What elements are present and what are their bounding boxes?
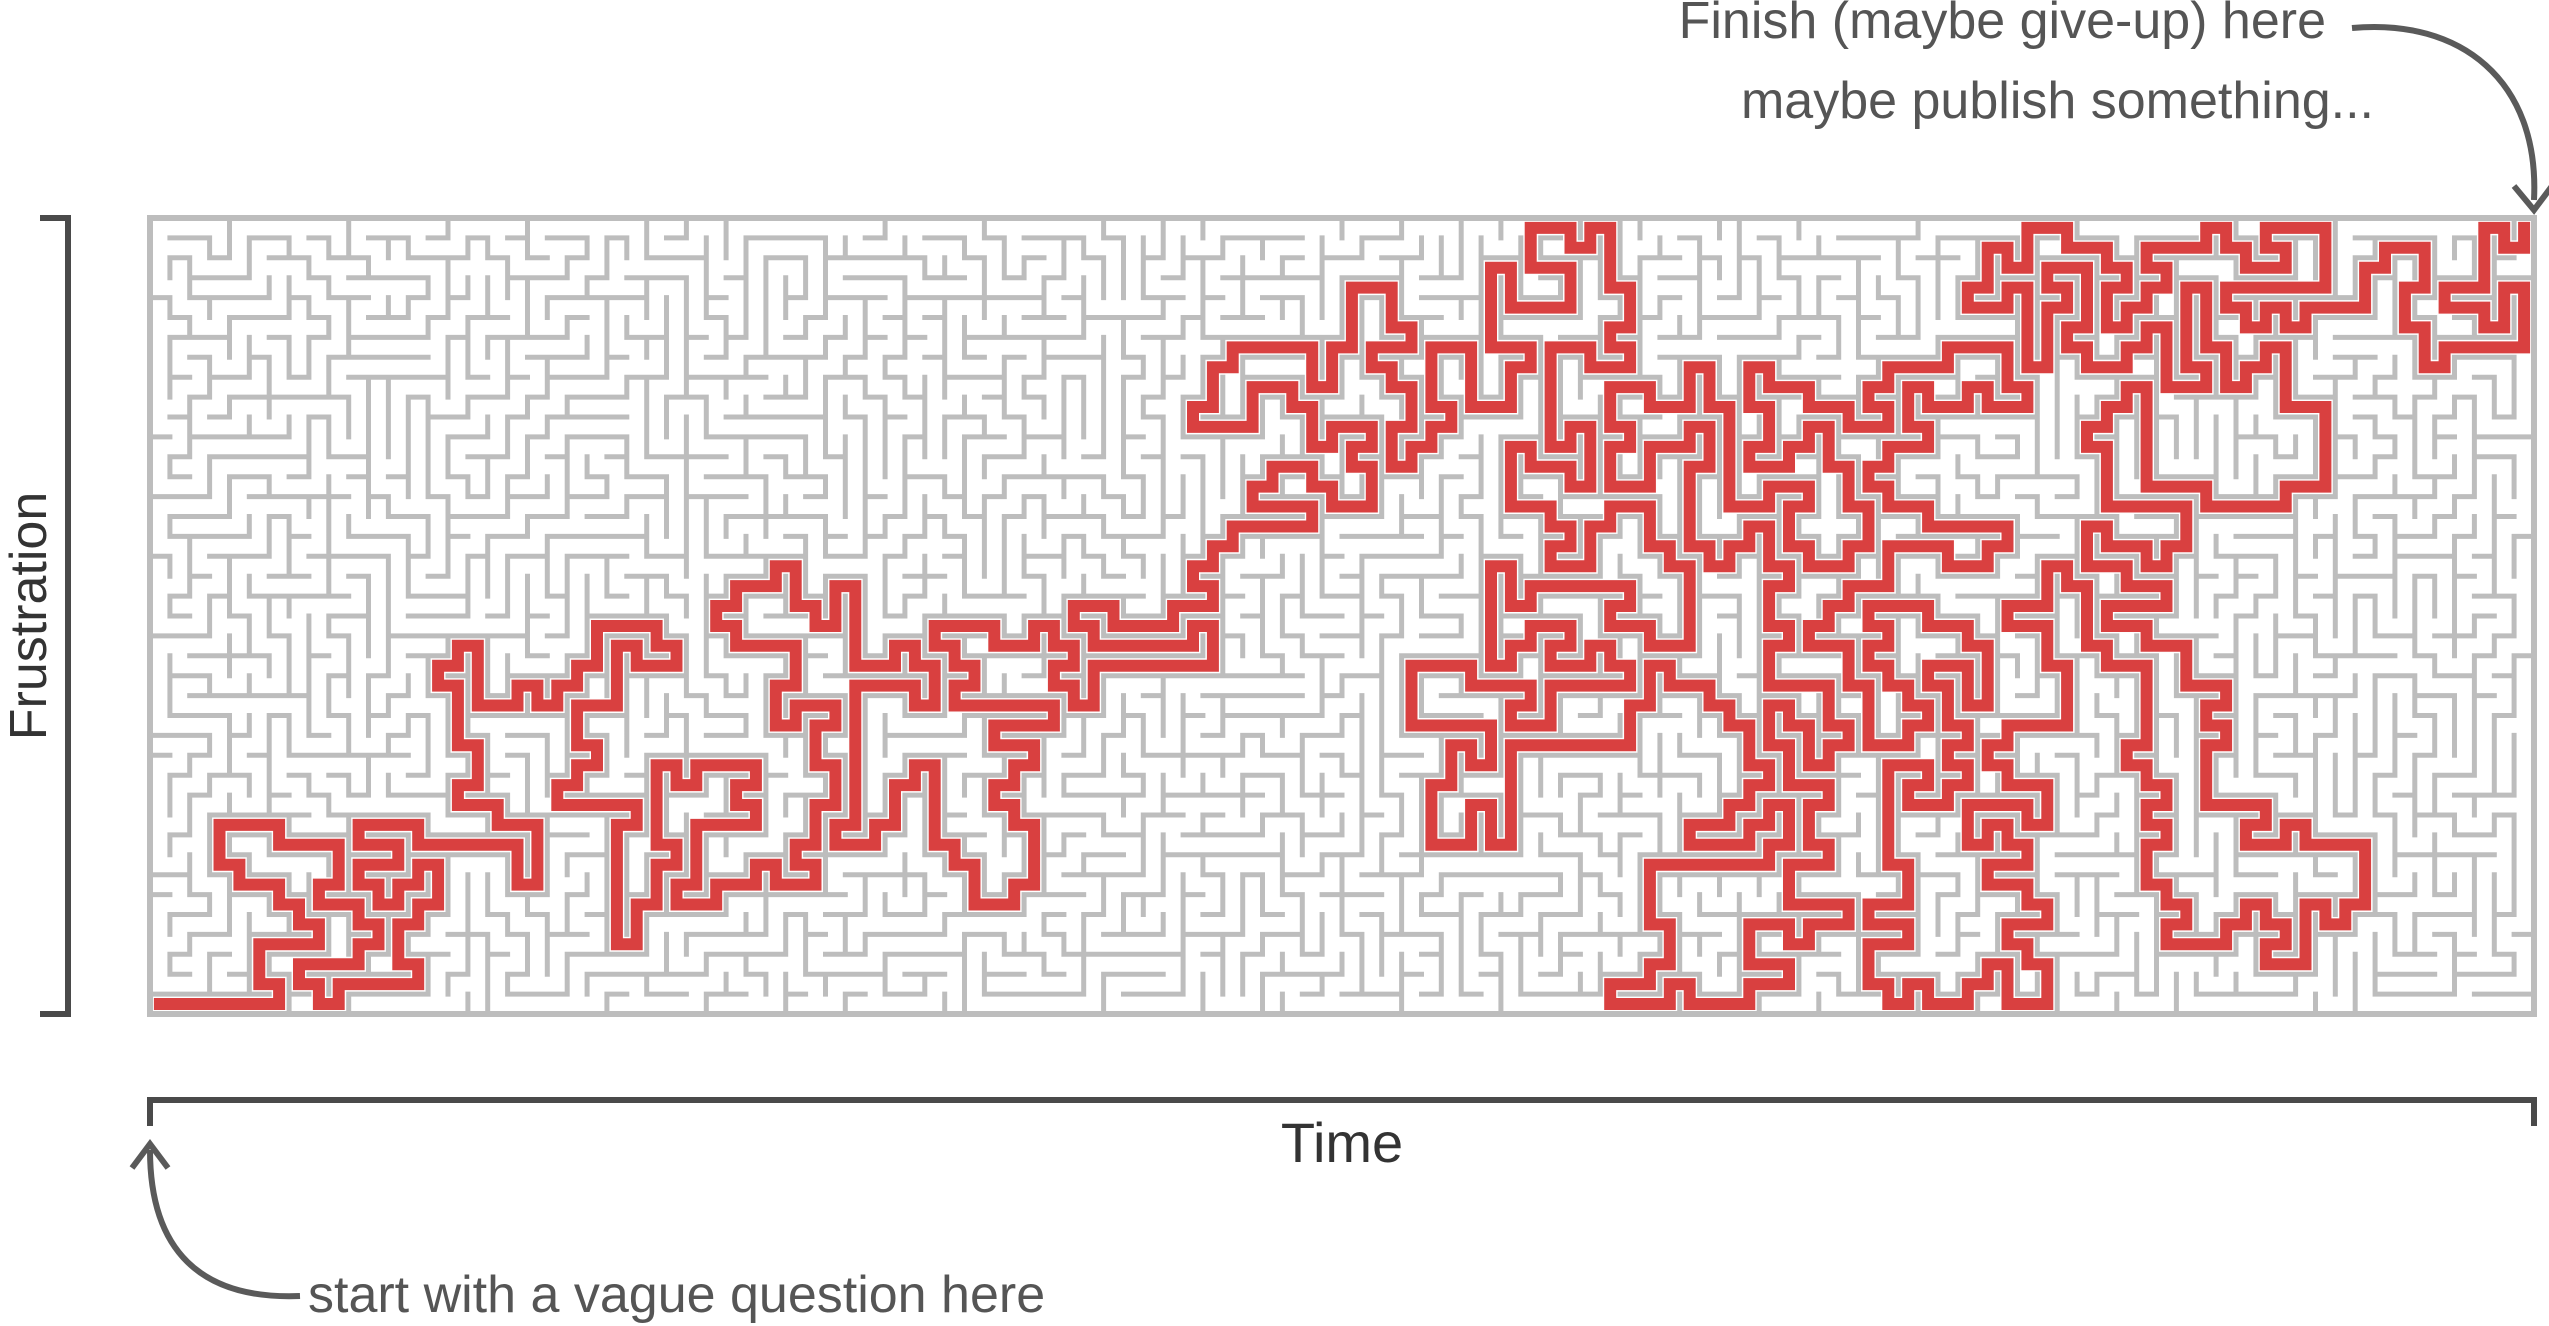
x-axis-label: Time <box>1281 1111 1403 1174</box>
maze-border <box>147 215 2537 1017</box>
maze-wall-segments <box>147 215 2537 1017</box>
y-axis-label: Frustration <box>0 492 58 741</box>
finish-annotation-line1: Finish (maybe give-up) here <box>1679 0 2326 50</box>
solution-path <box>153 221 2531 1010</box>
start-annotation: start with a vague question here <box>308 1266 1045 1324</box>
finish-arrow-icon <box>2351 24 2538 201</box>
start-arrow-icon <box>147 1149 301 1300</box>
maze-walls <box>147 215 2537 1017</box>
start-arrowhead-icon <box>129 1139 171 1170</box>
finish-annotation-line2: maybe publish something... <box>1741 72 2374 130</box>
x-axis-bracket <box>147 1097 2537 1126</box>
y-axis-bracket <box>40 215 71 1017</box>
finish-arrowhead-icon <box>2511 184 2549 215</box>
